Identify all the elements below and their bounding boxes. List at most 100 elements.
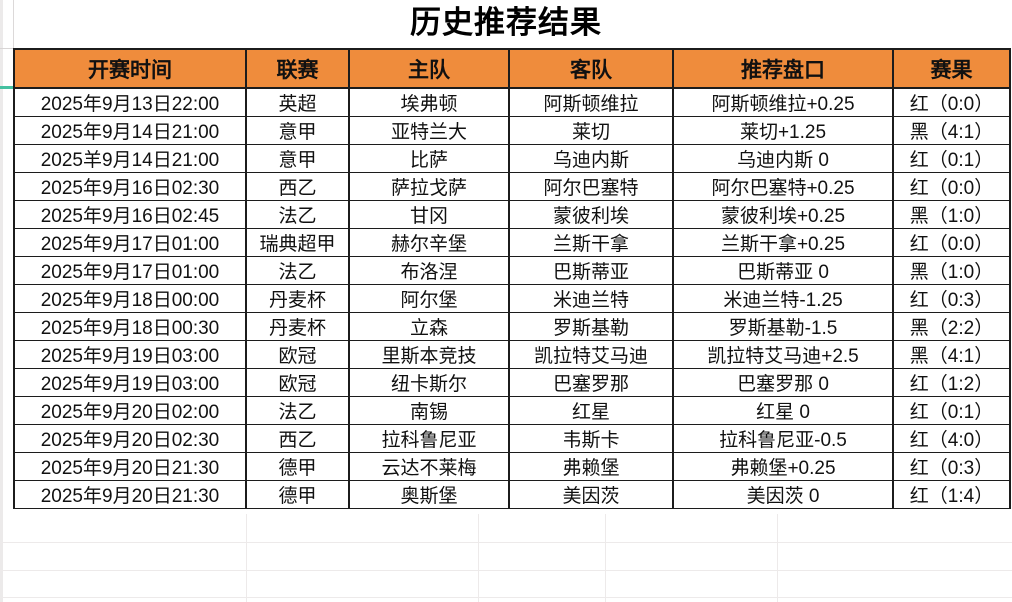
cell-home[interactable]: 奥斯堡 xyxy=(348,480,510,509)
cell-home[interactable]: 南锡 xyxy=(348,396,510,425)
cell-home[interactable]: 立森 xyxy=(348,312,510,341)
cell-home[interactable]: 拉科鲁尼亚 xyxy=(348,424,510,453)
cell-away[interactable]: 巴塞罗那 xyxy=(508,368,674,397)
cell-time[interactable]: 2025年9月16日02:30 xyxy=(13,172,247,201)
cell-time[interactable]: 2025年9月17日01:00 xyxy=(13,256,247,285)
cell-home[interactable]: 里斯本竞技 xyxy=(348,340,510,369)
cell-handicap[interactable]: 凯拉特艾马迪+2.5 xyxy=(672,340,894,369)
cell-result[interactable]: 红（0:0） xyxy=(892,172,1011,201)
cell-away[interactable]: 兰斯干拿 xyxy=(508,228,674,257)
cell-result[interactable]: 黑（1:0） xyxy=(892,200,1011,229)
cell-league[interactable]: 法乙 xyxy=(245,256,350,285)
cell-home[interactable]: 云达不莱梅 xyxy=(348,452,510,481)
cell-handicap[interactable]: 阿尔巴塞特+0.25 xyxy=(672,172,894,201)
cell-time[interactable]: 2025年9月18日00:30 xyxy=(13,312,247,341)
table-row: 2025年9月20日02:30 西乙 拉科鲁尼亚 韦斯卡 拉科鲁尼亚-0.5 红（4:0） xyxy=(13,424,1011,453)
cell-handicap[interactable]: 蒙彼利埃+0.25 xyxy=(672,200,894,229)
cell-time[interactable]: 2025年9月13日22:00 xyxy=(13,87,247,117)
cell-handicap[interactable]: 弗赖堡+0.25 xyxy=(672,452,894,481)
cell-league[interactable]: 德甲 xyxy=(245,452,350,481)
cell-handicap[interactable]: 罗斯基勒-1.5 xyxy=(672,312,894,341)
sheet-gridline-v xyxy=(777,514,778,602)
cell-home[interactable]: 阿尔堡 xyxy=(348,284,510,313)
cell-home[interactable]: 埃弗顿 xyxy=(348,87,510,117)
cell-time[interactable]: 2025年9月19日03:00 xyxy=(13,340,247,369)
cell-league[interactable]: 德甲 xyxy=(245,480,350,509)
cell-league[interactable]: 丹麦杯 xyxy=(245,312,350,341)
cell-result[interactable]: 红（1:2） xyxy=(892,368,1011,397)
cell-league[interactable]: 欧冠 xyxy=(245,368,350,397)
cell-home[interactable]: 萨拉戈萨 xyxy=(348,172,510,201)
cell-league[interactable]: 意甲 xyxy=(245,116,350,145)
col-header-handicap[interactable]: 推荐盘口 xyxy=(672,48,894,89)
cell-league[interactable]: 英超 xyxy=(245,87,350,117)
cell-result[interactable]: 黑（4:1） xyxy=(892,340,1011,369)
cell-home[interactable]: 比萨 xyxy=(348,144,510,173)
cell-away[interactable]: 红星 xyxy=(508,396,674,425)
cell-home[interactable]: 布洛涅 xyxy=(348,256,510,285)
cell-result[interactable]: 红（0:1） xyxy=(892,396,1011,425)
cell-away[interactable]: 阿斯顿维拉 xyxy=(508,87,674,117)
cell-result[interactable]: 红（0:3） xyxy=(892,452,1011,481)
cell-handicap[interactable]: 拉科鲁尼亚-0.5 xyxy=(672,424,894,453)
cell-handicap[interactable]: 乌迪内斯 0 xyxy=(672,144,894,173)
cell-away[interactable]: 蒙彼利埃 xyxy=(508,200,674,229)
cell-result[interactable]: 黑（4:1） xyxy=(892,116,1011,145)
cell-home[interactable]: 纽卡斯尔 xyxy=(348,368,510,397)
cell-time[interactable]: 2025年9月14日21:00 xyxy=(13,116,247,145)
cell-league[interactable]: 法乙 xyxy=(245,396,350,425)
cell-time[interactable]: 2025年9月17日01:00 xyxy=(13,228,247,257)
cell-home[interactable]: 赫尔辛堡 xyxy=(348,228,510,257)
cell-away[interactable]: 凯拉特艾马迪 xyxy=(508,340,674,369)
cell-time[interactable]: 2025年9月20日02:00 xyxy=(13,396,247,425)
cell-away[interactable]: 巴斯蒂亚 xyxy=(508,256,674,285)
cell-home[interactable]: 亚特兰大 xyxy=(348,116,510,145)
cell-handicap[interactable]: 兰斯干拿+0.25 xyxy=(672,228,894,257)
cell-league[interactable]: 欧冠 xyxy=(245,340,350,369)
cell-time[interactable]: 2025羊9月14日21:00 xyxy=(13,144,247,173)
col-header-league[interactable]: 联赛 xyxy=(245,48,350,89)
cell-handicap[interactable]: 巴塞罗那 0 xyxy=(672,368,894,397)
cell-away[interactable]: 弗赖堡 xyxy=(508,452,674,481)
cell-away[interactable]: 米迪兰特 xyxy=(508,284,674,313)
cell-handicap[interactable]: 莱切+1.25 xyxy=(672,116,894,145)
cell-league[interactable]: 意甲 xyxy=(245,144,350,173)
cell-result[interactable]: 红（0:3） xyxy=(892,284,1011,313)
cell-result[interactable]: 红（0:0） xyxy=(892,87,1011,117)
cell-result[interactable]: 红（1:4） xyxy=(892,480,1011,509)
cell-result[interactable]: 红（0:0） xyxy=(892,228,1011,257)
cell-league[interactable]: 西乙 xyxy=(245,172,350,201)
col-header-home[interactable]: 主队 xyxy=(348,48,510,89)
cell-handicap[interactable]: 红星 0 xyxy=(672,396,894,425)
cell-time[interactable]: 2025年9月16日02:45 xyxy=(13,200,247,229)
col-header-away[interactable]: 客队 xyxy=(508,48,674,89)
cell-away[interactable]: 韦斯卡 xyxy=(508,424,674,453)
cell-home[interactable]: 甘冈 xyxy=(348,200,510,229)
cell-away[interactable]: 乌迪内斯 xyxy=(508,144,674,173)
cell-result[interactable]: 黑（1:0） xyxy=(892,256,1011,285)
cell-handicap[interactable]: 巴斯蒂亚 0 xyxy=(672,256,894,285)
cell-result[interactable]: 红（4:0） xyxy=(892,424,1011,453)
cell-time[interactable]: 2025年9月20日21:30 xyxy=(13,480,247,509)
cell-away[interactable]: 莱切 xyxy=(508,116,674,145)
cell-handicap[interactable]: 米迪兰特-1.25 xyxy=(672,284,894,313)
cell-league[interactable]: 丹麦杯 xyxy=(245,284,350,313)
cell-time[interactable]: 2025年9月18日00:00 xyxy=(13,284,247,313)
cell-time[interactable]: 2025年9月19日03:00 xyxy=(13,368,247,397)
cell-league[interactable]: 西乙 xyxy=(245,424,350,453)
col-header-result[interactable]: 赛果 xyxy=(892,48,1011,89)
col-header-time[interactable]: 开赛时间 xyxy=(13,48,247,89)
cell-result[interactable]: 红（0:1） xyxy=(892,144,1011,173)
cell-result[interactable]: 黑（2:2） xyxy=(892,312,1011,341)
table-row: 2025年9月20日21:30 德甲 云达不莱梅 弗赖堡 弗赖堡+0.25 红（0:3） xyxy=(13,452,1011,481)
cell-away[interactable]: 美因茨 xyxy=(508,480,674,509)
cell-away[interactable]: 阿尔巴塞特 xyxy=(508,172,674,201)
cell-time[interactable]: 2025年9月20日02:30 xyxy=(13,424,247,453)
cell-handicap[interactable]: 美因茨 0 xyxy=(672,480,894,509)
table-row: 2025年9月19日03:00 欧冠 里斯本竞技 凯拉特艾马迪 凯拉特艾马迪+2.5 黑（… xyxy=(13,340,1011,369)
cell-league[interactable]: 瑞典超甲 xyxy=(245,228,350,257)
cell-time[interactable]: 2025年9月20日21:30 xyxy=(13,452,247,481)
cell-handicap[interactable]: 阿斯顿维拉+0.25 xyxy=(672,87,894,117)
cell-away[interactable]: 罗斯基勒 xyxy=(508,312,674,341)
cell-league[interactable]: 法乙 xyxy=(245,200,350,229)
